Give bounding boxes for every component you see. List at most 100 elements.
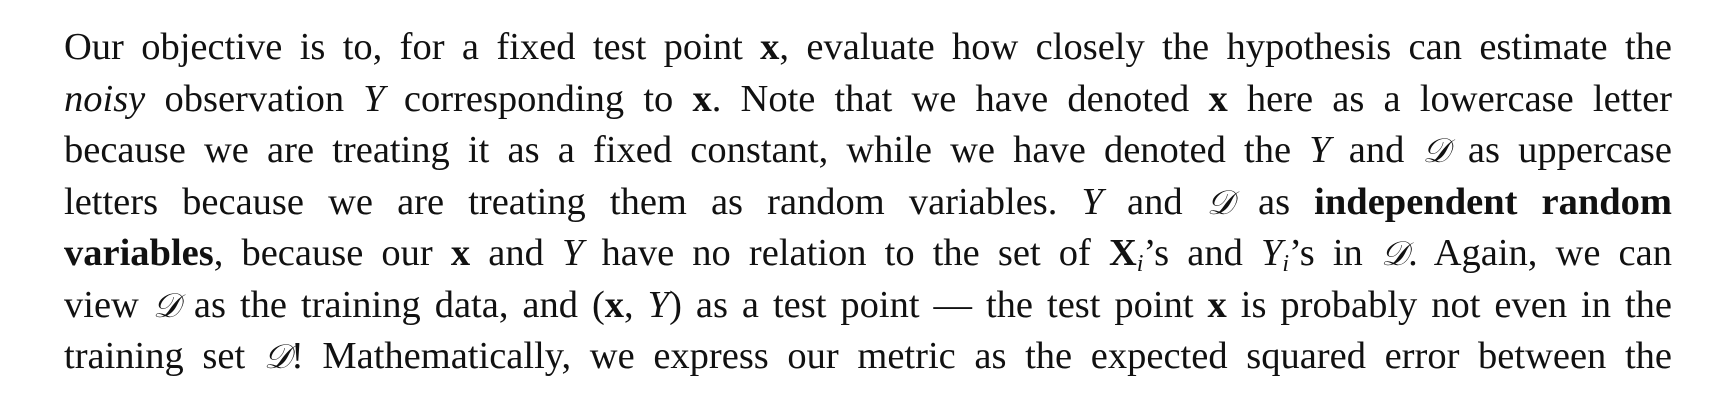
text-run-content: ! Mathematically, we express our metric … bbox=[290, 335, 1672, 377]
text-run: letters because we are treating them as … bbox=[64, 181, 1082, 223]
text-run: , evaluate how closely the hypothesis ca… bbox=[779, 26, 1672, 68]
text-line: noisy observation Y corresponding to x. … bbox=[64, 74, 1672, 126]
text-run-content: variables bbox=[64, 232, 214, 274]
text-run-content: and bbox=[1102, 180, 1207, 223]
text-run-content: noisy bbox=[64, 77, 146, 120]
text-run: is probably not even in the bbox=[1227, 284, 1672, 326]
text-run: x bbox=[605, 284, 624, 326]
text-run-content: Y bbox=[363, 77, 385, 120]
text-run-content: ) as a test point — the test point bbox=[669, 283, 1208, 326]
text-run: . Again, we can bbox=[1408, 232, 1672, 274]
text-run: ’s in bbox=[1289, 232, 1381, 274]
text-run: 𝒟 bbox=[1381, 234, 1408, 274]
text-line: because we are treating it as a fixed co… bbox=[64, 125, 1672, 177]
text-run-content: x bbox=[1208, 77, 1228, 120]
text-run-content: and bbox=[470, 232, 562, 274]
text-run-content: as bbox=[1233, 180, 1315, 223]
text-run: and bbox=[1331, 129, 1423, 171]
text-run: x bbox=[692, 78, 711, 120]
document-paragraph: Our objective is to, for a fixed test po… bbox=[64, 22, 1672, 383]
text-run-content: view bbox=[64, 283, 153, 326]
text-run: 𝒟 bbox=[153, 286, 180, 326]
text-run: . Note that we have denoted bbox=[712, 78, 1209, 120]
text-run-content: independent random bbox=[1314, 180, 1673, 223]
text-run-content: corresponding to bbox=[384, 77, 693, 120]
text-run-content: letters because we are treating them as … bbox=[64, 180, 1082, 223]
text-run-content: . Note that we have denoted bbox=[711, 77, 1209, 120]
text-run: ! Mathematically, we express our metric … bbox=[291, 335, 1672, 377]
text-run-content: 𝒟 bbox=[1380, 234, 1409, 274]
text-run-content: x bbox=[692, 77, 712, 120]
text-run: have no relation to the set of bbox=[583, 232, 1109, 274]
text-run: corresponding to bbox=[385, 78, 693, 120]
text-run-content: and bbox=[1330, 129, 1423, 171]
text-run-content: 𝒟 bbox=[152, 285, 180, 326]
text-run-content: have no relation to the set of bbox=[583, 232, 1109, 274]
text-line: Our objective is to, for a fixed test po… bbox=[64, 22, 1672, 74]
text-run: Xi bbox=[1108, 232, 1144, 277]
text-run: view bbox=[64, 284, 153, 326]
text-run-content: as the training data, and ( bbox=[179, 283, 605, 326]
text-run-content: 𝒟 bbox=[1206, 182, 1234, 223]
text-run-content: , evaluate how closely the hypothesis ca… bbox=[779, 26, 1673, 68]
text-run-content: here as a lowercase letter bbox=[1227, 77, 1672, 120]
text-run-content: as uppercase bbox=[1449, 129, 1672, 171]
text-run: variables bbox=[64, 232, 214, 274]
text-run: observation bbox=[145, 78, 363, 120]
text-run: and bbox=[1103, 181, 1207, 223]
text-run-content: 𝒟 bbox=[1422, 131, 1450, 171]
text-line: view 𝒟 as the training data, and (x, Y) … bbox=[64, 280, 1672, 332]
text-run: Our objective is to, for a fixed test po… bbox=[64, 26, 760, 68]
text-run: as bbox=[1234, 181, 1314, 223]
text-run: 𝒟 bbox=[1207, 183, 1234, 223]
text-run-content: , bbox=[624, 283, 648, 326]
text-run: Y bbox=[363, 78, 384, 120]
text-run: ’s and bbox=[1143, 232, 1261, 274]
text-run-content: x bbox=[760, 26, 780, 68]
text-run-content: x bbox=[604, 283, 625, 326]
text-line: training set 𝒟! Mathematically, we expre… bbox=[64, 331, 1672, 383]
text-run-content: Y bbox=[1081, 180, 1103, 223]
text-run-content: ’s in bbox=[1289, 232, 1381, 274]
text-line: variables, because our x and Y have no r… bbox=[64, 228, 1672, 280]
text-run: as uppercase bbox=[1450, 129, 1672, 171]
text-run: 𝒟 bbox=[264, 337, 291, 377]
text-run: independent random bbox=[1314, 181, 1672, 223]
text-run: Y bbox=[648, 284, 669, 326]
text-run-content: Y bbox=[561, 232, 584, 274]
text-run: , because our bbox=[214, 232, 451, 274]
text-run: ) as a test point — the test point bbox=[669, 284, 1207, 326]
subscript: i bbox=[1282, 251, 1290, 277]
text-run: x bbox=[1208, 78, 1227, 120]
text-run: training set bbox=[64, 335, 264, 377]
text-run: Y bbox=[562, 232, 583, 274]
text-run: x bbox=[1208, 284, 1227, 326]
text-run: noisy bbox=[64, 78, 145, 120]
text-run: x bbox=[451, 232, 470, 274]
text-run-content: ’s and bbox=[1143, 232, 1261, 274]
text-run-content: is probably not even in the bbox=[1226, 283, 1673, 326]
text-run-content: , because our bbox=[213, 232, 451, 274]
text-run-content: 𝒟 bbox=[263, 337, 291, 377]
text-run-content: Our objective is to, for a fixed test po… bbox=[64, 26, 761, 68]
text-run: 𝒟 bbox=[1423, 131, 1450, 171]
text-run: Y bbox=[1309, 129, 1330, 171]
text-run-content: training set bbox=[64, 335, 264, 377]
text-run: Y bbox=[1082, 181, 1103, 223]
text-run-content: x bbox=[450, 232, 471, 274]
text-run: because we are treating it as a fixed co… bbox=[64, 129, 1309, 171]
text-run-content: Y bbox=[647, 283, 670, 326]
text-run: x bbox=[760, 26, 779, 68]
text-run-content: Y bbox=[1260, 232, 1283, 274]
text-run-content: Y bbox=[1309, 129, 1331, 171]
text-run: as the training data, and ( bbox=[180, 284, 605, 326]
text-run: Yi bbox=[1260, 232, 1290, 277]
text-run: here as a lowercase letter bbox=[1228, 78, 1672, 120]
subscript: i bbox=[1136, 251, 1144, 277]
text-run-content: observation bbox=[145, 77, 364, 120]
text-run-content: because we are treating it as a fixed co… bbox=[64, 129, 1310, 171]
text-run-content: . Again, we can bbox=[1408, 232, 1672, 274]
text-run: and bbox=[470, 232, 562, 274]
text-run-content: X bbox=[1108, 232, 1137, 274]
text-run-content: x bbox=[1207, 283, 1227, 326]
